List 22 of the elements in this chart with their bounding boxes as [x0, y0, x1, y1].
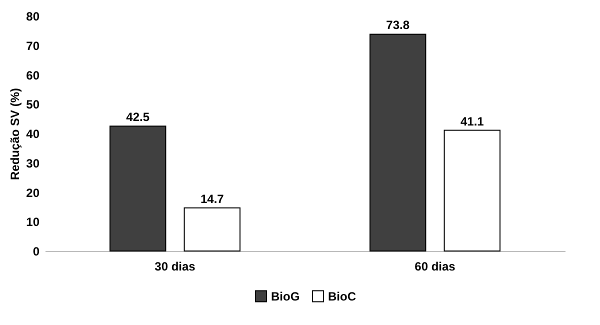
bar	[110, 126, 166, 252]
data-label: 73.8	[386, 18, 410, 32]
y-tick-label: 10	[26, 215, 40, 230]
y-axis-title: Redução SV (%)	[8, 88, 22, 180]
y-tick-label: 0	[32, 244, 40, 258]
y-tick-label: 50	[26, 98, 40, 112]
legend-label: BioC	[328, 289, 356, 304]
data-label: 14.7	[200, 192, 224, 206]
x-tick-label: 30 dias	[154, 260, 196, 274]
y-tick-label: 30	[26, 156, 40, 170]
bar	[184, 207, 240, 252]
y-tick-label: 60	[26, 68, 40, 82]
y-tick-label: 40	[26, 127, 40, 141]
data-label: 41.1	[460, 114, 484, 128]
x-tick-label: 60 dias	[414, 260, 456, 274]
bar	[370, 34, 426, 252]
data-label: 42.5	[126, 110, 150, 124]
bar	[444, 130, 500, 252]
y-tick-label: 70	[26, 38, 40, 53]
legend-label: BioG	[271, 289, 300, 304]
y-tick-label: 20	[26, 186, 40, 200]
y-tick-label: 80	[26, 10, 40, 24]
